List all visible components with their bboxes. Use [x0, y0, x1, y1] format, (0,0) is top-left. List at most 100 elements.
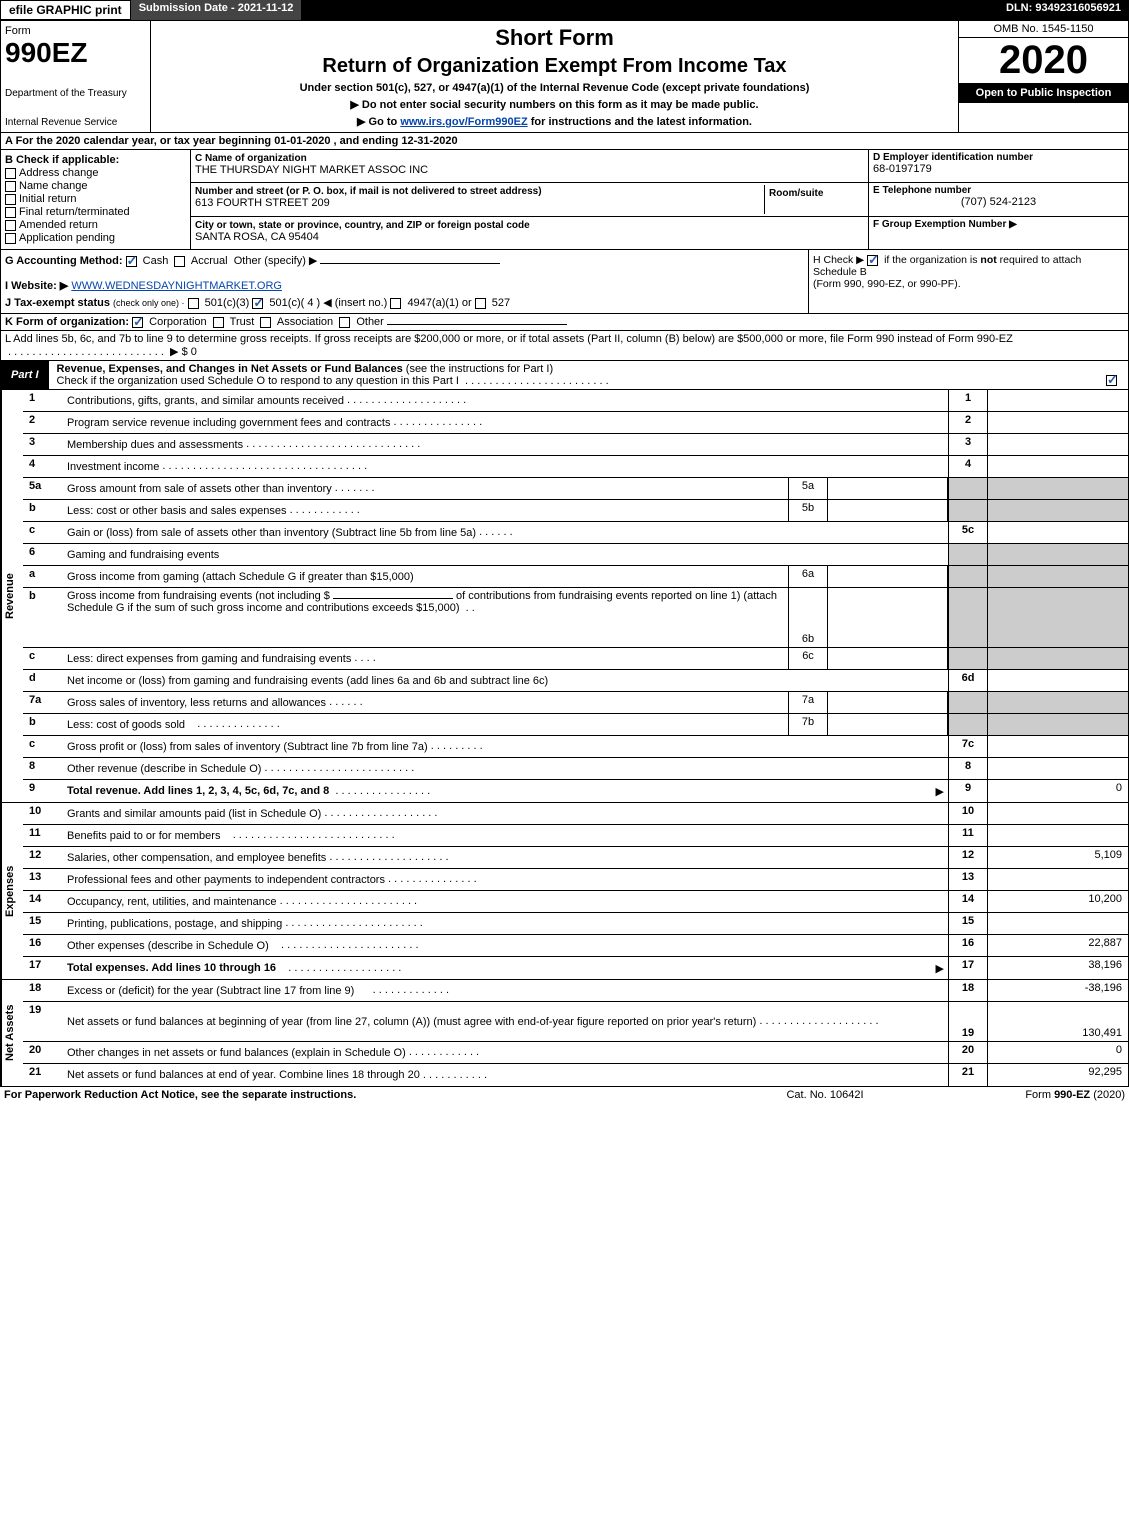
k-trust: Trust	[230, 316, 255, 328]
org-name-cell: C Name of organization THE THURSDAY NIGH…	[191, 150, 868, 183]
l18-desc-text: Excess or (deficit) for the year (Subtra…	[67, 985, 354, 997]
check-schedule-b-not-required[interactable]	[867, 255, 878, 266]
check-initial-return[interactable]: Initial return	[5, 193, 186, 205]
l7a-sublabel: 7a	[788, 692, 828, 713]
l19-val: 130,491	[988, 1002, 1128, 1041]
check-corporation[interactable]	[132, 317, 143, 328]
irs-link[interactable]: www.irs.gov/Form990EZ	[400, 116, 527, 128]
other-specify-input[interactable]	[320, 263, 500, 264]
l12-desc-text: Salaries, other compensation, and employ…	[67, 852, 326, 864]
l12-desc: Salaries, other compensation, and employ…	[63, 847, 948, 868]
l3-desc-text: Membership dues and assessments	[67, 439, 243, 451]
l-amount: ▶ $ 0	[170, 346, 197, 358]
l5c-desc: Gain or (loss) from sale of assets other…	[63, 522, 948, 543]
efile-print-button[interactable]: efile GRAPHIC print	[0, 0, 131, 20]
line-4: 4 Investment income . . . . . . . . . . …	[23, 456, 1128, 478]
line-6a: a Gross income from gaming (attach Sched…	[23, 566, 1128, 588]
l12-val: 5,109	[988, 847, 1128, 868]
submission-date: Submission Date - 2021-11-12	[131, 0, 302, 20]
website-link[interactable]: WWW.WEDNESDAYNIGHTMARKET.ORG	[71, 280, 282, 292]
line-7a: 7a Gross sales of inventory, less return…	[23, 692, 1128, 714]
subtitle-3: ▶ Go to www.irs.gov/Form990EZ for instru…	[159, 115, 950, 128]
check-527[interactable]	[475, 298, 486, 309]
line-9: 9 Total revenue. Add lines 1, 2, 3, 4, 5…	[23, 780, 1128, 802]
other-org-input[interactable]	[387, 324, 567, 325]
row-l: L Add lines 5b, 6c, and 7b to line 9 to …	[0, 331, 1129, 361]
l6a-desc-text: Gross income from gaming (attach Schedul…	[67, 571, 414, 583]
check-cash[interactable]	[126, 256, 137, 267]
check-trust[interactable]	[213, 317, 224, 328]
line-19: 19 Net assets or fund balances at beginn…	[23, 1002, 1128, 1042]
line-14: 14 Occupancy, rent, utilities, and maint…	[23, 891, 1128, 913]
l18-num: 18	[23, 980, 63, 1001]
check-address-change[interactable]: Address change	[5, 167, 186, 179]
l6c-label-gray	[948, 648, 988, 669]
revenue-side-label: Revenue	[1, 390, 23, 802]
expenses-body: 10 Grants and similar amounts paid (list…	[23, 803, 1128, 979]
check-501c3[interactable]	[188, 298, 199, 309]
l7a-desc-text: Gross sales of inventory, less returns a…	[67, 697, 326, 709]
l14-desc-text: Occupancy, rent, utilities, and maintena…	[67, 896, 277, 908]
footer-cat-no: Cat. No. 10642I	[725, 1089, 925, 1101]
check-4947[interactable]	[390, 298, 401, 309]
line-15: 15 Printing, publications, postage, and …	[23, 913, 1128, 935]
l2-label: 2	[948, 412, 988, 433]
l6b-val-gray	[988, 588, 1128, 647]
main-title: Return of Organization Exempt From Incom…	[159, 55, 950, 78]
l19-label: 19	[948, 1002, 988, 1041]
footer: For Paperwork Reduction Act Notice, see …	[0, 1087, 1129, 1103]
l6d-desc: Net income or (loss) from gaming and fun…	[63, 670, 948, 691]
check-name-change[interactable]: Name change	[5, 180, 186, 192]
org-name: THE THURSDAY NIGHT MARKET ASSOC INC	[195, 164, 864, 176]
check-final-return[interactable]: Final return/terminated	[5, 206, 186, 218]
l7c-val	[988, 736, 1128, 757]
l16-val: 22,887	[988, 935, 1128, 956]
l7a-desc: Gross sales of inventory, less returns a…	[63, 692, 788, 713]
other-label: Other (specify) ▶	[234, 255, 318, 267]
form-header: Form 990EZ Department of the Treasury In…	[0, 20, 1129, 133]
j-note: (check only one) ·	[113, 298, 185, 308]
l14-val: 10,200	[988, 891, 1128, 912]
l6a-desc: Gross income from gaming (attach Schedul…	[63, 566, 788, 587]
dln-number: DLN: 93492316056921	[998, 0, 1129, 20]
column-h: H Check ▶ if the organization is not req…	[808, 250, 1128, 313]
check-schedule-o[interactable]	[1106, 375, 1117, 386]
check-other-org[interactable]	[339, 317, 350, 328]
line-6c: c Less: direct expenses from gaming and …	[23, 648, 1128, 670]
check-accrual[interactable]	[174, 256, 185, 267]
l6b-blank[interactable]	[333, 598, 453, 599]
l4-num: 4	[23, 456, 63, 477]
check-application-pending[interactable]: Application pending	[5, 232, 186, 244]
l6c-desc: Less: direct expenses from gaming and fu…	[63, 648, 788, 669]
d-label: D Employer identification number	[873, 152, 1124, 163]
l21-val: 92,295	[988, 1064, 1128, 1086]
line-7c: c Gross profit or (loss) from sales of i…	[23, 736, 1128, 758]
l11-desc: Benefits paid to or for members . . . . …	[63, 825, 948, 846]
g-label: G Accounting Method:	[5, 255, 123, 267]
check-address-change-label: Address change	[19, 167, 99, 179]
check-501c[interactable]	[252, 298, 263, 309]
line-5c: c Gain or (loss) from sale of assets oth…	[23, 522, 1128, 544]
line-6d: d Net income or (loss) from gaming and f…	[23, 670, 1128, 692]
line-10: 10 Grants and similar amounts paid (list…	[23, 803, 1128, 825]
line-5a: 5a Gross amount from sale of assets othe…	[23, 478, 1128, 500]
l7b-desc-text: Less: cost of goods sold	[67, 719, 185, 731]
l5a-label-gray	[948, 478, 988, 499]
l6b-desc1: Gross income from fundraising events (no…	[67, 590, 330, 602]
check-initial-return-label: Initial return	[19, 193, 76, 205]
l1-label: 1	[948, 390, 988, 411]
check-association[interactable]	[260, 317, 271, 328]
l7c-label: 7c	[948, 736, 988, 757]
l6c-num: c	[23, 648, 63, 669]
check-amended-return[interactable]: Amended return	[5, 219, 186, 231]
line-3: 3 Membership dues and assessments . . . …	[23, 434, 1128, 456]
l6a-num: a	[23, 566, 63, 587]
l6b-num: b	[23, 588, 63, 647]
column-d-e-f: D Employer identification number 68-0197…	[868, 150, 1128, 249]
l8-desc: Other revenue (describe in Schedule O) .…	[63, 758, 948, 779]
l3-desc: Membership dues and assessments . . . . …	[63, 434, 948, 455]
l5a-val-gray	[988, 478, 1128, 499]
l8-val	[988, 758, 1128, 779]
l7b-desc: Less: cost of goods sold . . . . . . . .…	[63, 714, 788, 735]
header-right: OMB No. 1545-1150 2020 Open to Public In…	[958, 21, 1128, 132]
